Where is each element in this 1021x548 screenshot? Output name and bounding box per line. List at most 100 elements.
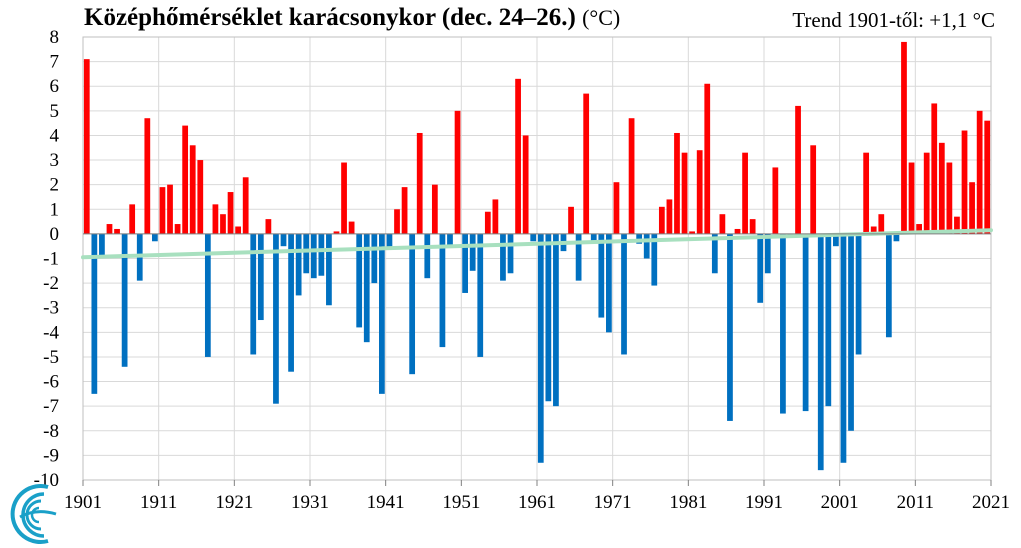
bar [341,162,347,234]
x-tick-label: 1901 [64,492,102,513]
bar [711,233,718,274]
bar [273,233,279,404]
x-tick-label: 1951 [442,492,480,513]
bar [106,224,113,234]
bar [795,105,801,234]
bar [870,226,877,234]
y-tick-label: 7 [50,52,60,73]
bar [855,233,862,355]
bar [568,206,574,234]
x-tick-label: 1971 [594,492,632,513]
bar [522,135,529,234]
bar [235,226,241,234]
bar [152,233,158,242]
chart-title-unit: (°C) [582,5,621,30]
x-tick-label: 1921 [215,492,253,513]
bar [901,41,907,234]
bar [885,233,892,338]
bar [916,224,922,234]
bar [666,199,673,234]
bar [356,233,363,328]
bar [969,182,975,234]
bar [371,233,378,284]
bar [840,233,847,463]
x-tick-label: 2001 [821,492,859,513]
bar [318,233,325,276]
bar [144,118,151,234]
y-tick-label: -6 [43,372,59,393]
bar [590,233,597,242]
bar [242,177,249,234]
bar [553,233,559,407]
bar [908,162,915,234]
bar [310,233,317,279]
y-tick-label: 2 [50,175,60,196]
bar [848,233,854,431]
bar [628,118,635,234]
bar [727,233,733,421]
bar [658,206,665,234]
bar [83,59,90,234]
bar [265,219,272,234]
bar [749,219,756,234]
bar [681,152,688,234]
bar [91,233,98,394]
bar [613,182,620,234]
bar [734,228,741,234]
bar [212,204,219,234]
bar [484,211,491,234]
bar [386,233,393,249]
bar [984,120,991,234]
y-tick-label: -2 [43,273,59,294]
bar [742,152,748,234]
x-tick-label: 2011 [897,492,934,513]
bar [893,233,900,242]
bar [204,233,211,357]
bar [447,233,453,247]
bar [431,184,438,234]
bar [772,167,779,234]
bar [174,224,181,234]
bar [696,150,703,234]
bar [394,209,400,234]
bar [878,214,885,234]
y-tick-label: 6 [50,76,60,97]
bar [416,132,423,234]
y-tick-label: 1 [50,199,60,220]
bar [227,192,234,234]
bar [643,233,650,259]
bar [719,214,726,234]
bar [704,83,711,234]
bar [288,233,294,372]
bar [923,152,930,234]
bar [954,216,960,234]
bar [545,233,552,402]
trend-label: Trend 1901-től: +1,1 °C [792,8,995,32]
chart-title-text: Középhőmérséklet karácsonykor (dec. 24–2… [84,4,576,31]
y-tick-label: 4 [50,125,60,146]
weather-service-logo [10,484,57,544]
bar [621,233,627,355]
y-tick-label: -3 [43,298,59,319]
bar [938,142,945,234]
bar [303,233,310,274]
y-tick-label: -9 [43,445,59,466]
bar [537,233,544,463]
bar [863,152,870,234]
x-tick-label: 1941 [367,492,405,513]
bar [575,233,582,281]
bar [326,233,332,306]
bar [477,233,484,357]
bar [469,233,476,271]
bar [379,233,385,394]
y-tick-label: -8 [43,421,59,442]
bar [167,184,173,234]
bar [348,221,355,234]
bar [182,125,189,234]
bar [976,110,983,234]
bar [515,78,521,234]
bar [363,233,370,343]
y-tick-label: -7 [43,396,59,417]
